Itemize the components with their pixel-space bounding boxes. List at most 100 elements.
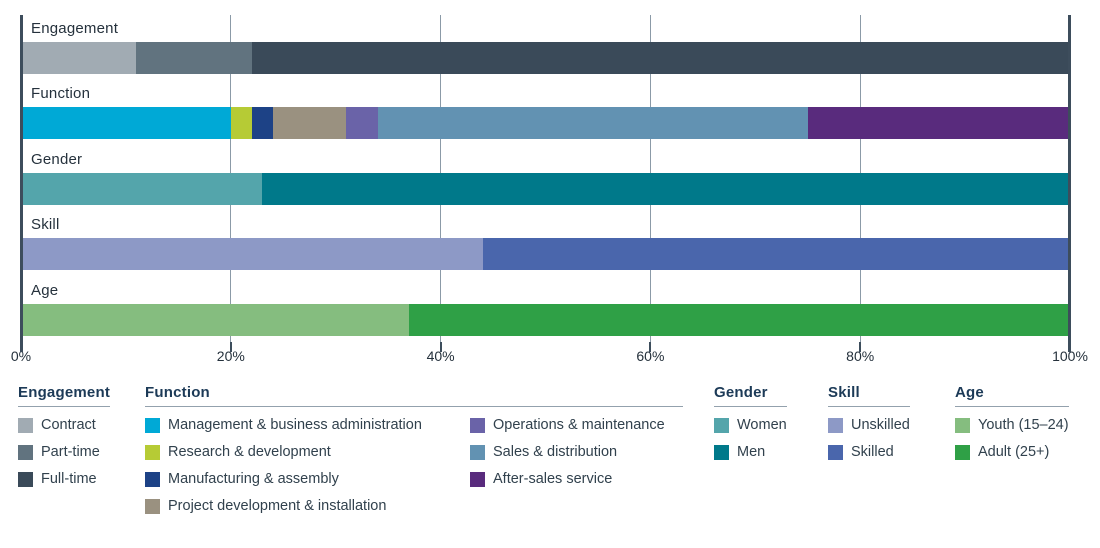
- legend-item-label: Research & development: [168, 444, 331, 460]
- legend-subcolumn: Management & business administration Rese…: [145, 417, 470, 525]
- legend-group-engagement: Engagement Contract Part-time Full-time: [18, 384, 111, 498]
- legend-swatch-icon: [18, 471, 33, 487]
- legend-item: Men: [714, 444, 787, 460]
- legend-subcolumn: Operations & maintenance Sales & distribu…: [470, 417, 665, 525]
- legend-item-label: Project development & installation: [168, 498, 387, 514]
- axis-tick-label: 20%: [216, 348, 245, 364]
- legend-swatch-icon: [828, 444, 843, 460]
- legend-item-label: Women: [737, 417, 787, 433]
- legend-group-title: Engagement: [18, 384, 111, 407]
- axis-tick-label: 40%: [426, 348, 455, 364]
- legend-swatch-icon: [955, 444, 970, 460]
- legend-item: Youth (15–24): [955, 417, 1069, 433]
- legend-group-gender: Gender Women Men: [714, 384, 787, 471]
- category-label: Function: [31, 85, 91, 103]
- legend-item: Management & business administration: [145, 417, 470, 433]
- bar-segment: [262, 172, 1070, 205]
- bar-segment: [482, 238, 1070, 271]
- category-row-engagement: Engagement: [21, 15, 1070, 80]
- bar-segment: [21, 42, 137, 74]
- legend-columns: Contract Part-time Full-time: [18, 417, 110, 498]
- legend-swatch-icon: [470, 471, 485, 487]
- legend-subcolumn: Unskilled Skilled: [828, 417, 910, 471]
- legend-columns: Youth (15–24) Adult (25+): [955, 417, 1069, 471]
- workforce-composition-chart-page: Engagement Function Gender Skill Age 0% 20% 40…: [0, 15, 1100, 548]
- bar-segment: [21, 238, 483, 271]
- legend-swatch-icon: [145, 444, 160, 460]
- category-row-function: Function: [21, 80, 1070, 145]
- bar-segment: [377, 107, 808, 140]
- legend-item: Skilled: [828, 444, 910, 460]
- legend-item: Unskilled: [828, 417, 910, 433]
- legend-item-label: After-sales service: [493, 471, 613, 487]
- legend-group-title: Age: [955, 384, 1069, 407]
- legend-item-label: Contract: [41, 417, 96, 433]
- stacked-bar: [21, 172, 1070, 205]
- bar-segment: [251, 42, 1070, 74]
- axis-edge-line: [1068, 15, 1071, 352]
- legend-item-label: Sales & distribution: [493, 444, 618, 460]
- bar-segment: [230, 107, 252, 140]
- bar-segment: [21, 107, 231, 140]
- bar-segment: [807, 107, 1070, 140]
- legend-subcolumn: Women Men: [714, 417, 787, 471]
- legend-item-label: Skilled: [851, 444, 894, 460]
- axis-tick-label: 100%: [1052, 348, 1088, 364]
- x-axis: 0% 20% 40% 60% 80% 100%: [11, 348, 1088, 366]
- legend-swatch-icon: [145, 498, 160, 514]
- legend-item: Women: [714, 417, 787, 433]
- legend-item-label: Full-time: [41, 471, 97, 487]
- category-row-gender: Gender: [21, 146, 1070, 211]
- legend-group-title: Skill: [828, 384, 910, 407]
- legend-item: Operations & maintenance: [470, 417, 665, 433]
- legend-item: Contract: [18, 417, 100, 433]
- category-label: Engagement: [31, 20, 119, 37]
- legend-item-label: Manufacturing & assembly: [168, 471, 339, 487]
- stacked-bar-chart: Engagement Function Gender Skill Age: [20, 15, 1071, 352]
- bar-segment: [136, 42, 252, 74]
- legend-swatch-icon: [145, 417, 160, 433]
- legend-group-skill: Skill Unskilled Skilled: [828, 384, 910, 471]
- bar-segment: [272, 107, 347, 140]
- bar-segment: [409, 303, 1070, 336]
- legend-item-label: Management & business administration: [168, 417, 422, 433]
- axis-tick: [859, 342, 862, 352]
- legend-item-label: Unskilled: [851, 417, 910, 433]
- legend-item: Full-time: [18, 471, 100, 487]
- legend-item: Sales & distribution: [470, 444, 665, 460]
- axis-tick-label: 0%: [10, 348, 32, 364]
- legend-item-label: Men: [737, 444, 766, 460]
- legend-swatch-icon: [714, 444, 729, 460]
- legend-subcolumn: Youth (15–24) Adult (25+): [955, 417, 1069, 471]
- stacked-bar: [21, 42, 1070, 74]
- legend-item-label: Youth (15–24): [978, 417, 1069, 433]
- legend-item: After-sales service: [470, 471, 665, 487]
- stacked-bar: [21, 238, 1070, 271]
- legend-item: Part-time: [18, 444, 100, 460]
- axis-tick: [649, 342, 652, 352]
- axis-tick: [439, 342, 442, 352]
- legend-columns: Women Men: [714, 417, 787, 471]
- legend-swatch-icon: [955, 417, 970, 433]
- legend: Engagement Contract Part-time Full-time Func…: [0, 384, 1100, 534]
- legend-item-label: Adult (25+): [978, 444, 1050, 460]
- axis-tick: [229, 342, 232, 352]
- legend-item: Adult (25+): [955, 444, 1069, 460]
- category-label: Age: [31, 281, 59, 299]
- bar-segment: [21, 303, 410, 336]
- legend-swatch-icon: [145, 471, 160, 487]
- legend-columns: Unskilled Skilled: [828, 417, 910, 471]
- axis-edge-line: [20, 15, 23, 352]
- bar-segment: [251, 107, 273, 140]
- legend-subcolumn: Contract Part-time Full-time: [18, 417, 100, 498]
- legend-group-title: Function: [145, 384, 683, 407]
- legend-item: Project development & installation: [145, 498, 470, 514]
- axis-tick-label: 60%: [636, 348, 665, 364]
- axis-tick-label: 80%: [846, 348, 875, 364]
- stacked-bar: [21, 303, 1070, 336]
- stacked-bar: [21, 107, 1070, 140]
- category-label: Gender: [31, 150, 83, 168]
- category-label: Skill: [31, 216, 60, 234]
- legend-swatch-icon: [18, 417, 33, 433]
- legend-item-label: Part-time: [41, 444, 100, 460]
